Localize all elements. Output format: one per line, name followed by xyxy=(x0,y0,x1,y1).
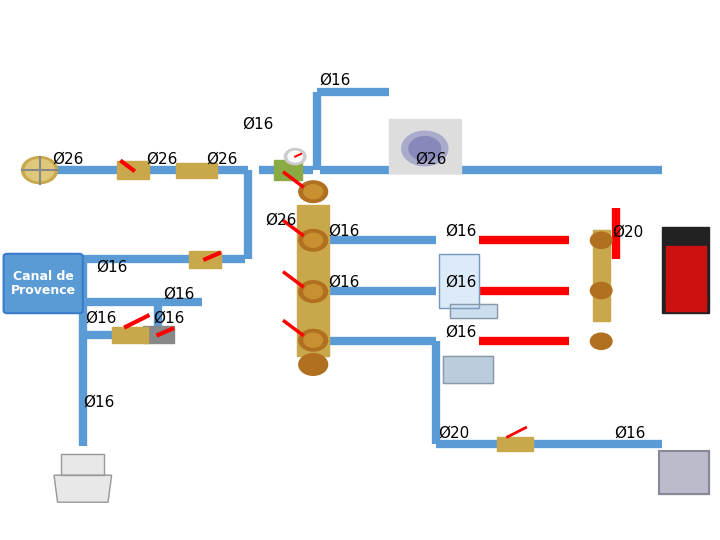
Bar xyxy=(659,451,709,494)
Bar xyxy=(662,227,709,313)
Text: Ø16: Ø16 xyxy=(445,325,477,340)
Bar xyxy=(439,254,479,308)
Circle shape xyxy=(299,230,328,251)
Text: Ø16: Ø16 xyxy=(242,117,274,132)
Circle shape xyxy=(409,137,441,160)
Circle shape xyxy=(304,185,323,199)
Circle shape xyxy=(299,281,328,302)
Bar xyxy=(297,205,329,356)
Bar xyxy=(189,251,221,268)
Bar xyxy=(497,437,533,451)
Bar xyxy=(143,326,174,343)
Polygon shape xyxy=(274,160,302,180)
Circle shape xyxy=(288,151,302,162)
Text: Ø16: Ø16 xyxy=(328,274,360,289)
Bar xyxy=(666,294,706,310)
FancyBboxPatch shape xyxy=(4,254,83,313)
Text: Ø26: Ø26 xyxy=(53,152,84,167)
Circle shape xyxy=(402,131,448,166)
Text: Ø16: Ø16 xyxy=(163,287,194,302)
Text: Ø16: Ø16 xyxy=(153,311,185,326)
Bar xyxy=(112,327,148,343)
Bar xyxy=(443,356,493,383)
Text: Canal de
Provence: Canal de Provence xyxy=(11,269,76,298)
Text: Ø16: Ø16 xyxy=(96,260,127,275)
Circle shape xyxy=(304,233,323,247)
Circle shape xyxy=(590,333,612,349)
Text: Ø26: Ø26 xyxy=(265,213,297,228)
Bar xyxy=(659,451,709,494)
Circle shape xyxy=(590,232,612,248)
Circle shape xyxy=(304,285,323,299)
Bar xyxy=(439,254,479,308)
Text: Ø26: Ø26 xyxy=(415,152,446,167)
Bar xyxy=(443,356,493,383)
Circle shape xyxy=(299,354,328,375)
Text: Ø16: Ø16 xyxy=(614,426,646,441)
Bar xyxy=(117,161,149,179)
Circle shape xyxy=(299,329,328,351)
Text: Ø26: Ø26 xyxy=(146,152,178,167)
Circle shape xyxy=(25,159,54,181)
Text: Ø16: Ø16 xyxy=(85,311,117,326)
Polygon shape xyxy=(54,475,112,502)
Circle shape xyxy=(299,181,328,202)
Circle shape xyxy=(22,157,58,184)
Bar xyxy=(450,304,497,318)
Bar xyxy=(593,230,610,321)
Bar xyxy=(450,304,497,318)
Circle shape xyxy=(304,333,323,347)
Text: Ø26: Ø26 xyxy=(206,152,238,167)
Bar xyxy=(61,454,104,475)
Circle shape xyxy=(590,282,612,299)
Text: Ø20: Ø20 xyxy=(612,225,644,240)
Text: Ø16: Ø16 xyxy=(328,224,360,239)
Text: Ø16: Ø16 xyxy=(445,224,477,239)
Bar xyxy=(176,163,217,178)
Text: Ø16: Ø16 xyxy=(445,274,477,289)
Text: Ø16: Ø16 xyxy=(84,395,115,410)
Bar xyxy=(666,246,706,302)
Bar xyxy=(61,454,104,475)
Text: Ø20: Ø20 xyxy=(438,426,469,441)
Circle shape xyxy=(284,148,306,165)
Text: Ø16: Ø16 xyxy=(319,72,351,87)
Bar xyxy=(389,119,461,173)
